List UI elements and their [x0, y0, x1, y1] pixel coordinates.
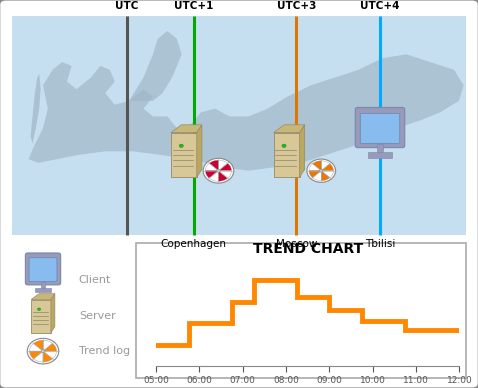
Wedge shape — [33, 340, 43, 351]
Text: UTC+1: UTC+1 — [174, 1, 213, 11]
Text: UTC: UTC — [115, 1, 138, 11]
Text: UTC+3: UTC+3 — [277, 1, 316, 11]
Circle shape — [307, 159, 336, 182]
Circle shape — [319, 169, 323, 172]
Wedge shape — [206, 163, 218, 171]
Circle shape — [179, 144, 184, 147]
Circle shape — [203, 158, 234, 183]
Bar — [35, 288, 51, 292]
Polygon shape — [300, 125, 304, 177]
Wedge shape — [43, 351, 56, 359]
Polygon shape — [29, 54, 464, 171]
Bar — [368, 152, 392, 158]
Wedge shape — [321, 171, 334, 178]
Text: Server: Server — [79, 311, 116, 321]
Wedge shape — [33, 351, 43, 362]
Bar — [12, 16, 466, 235]
Text: Tbilisi: Tbilisi — [365, 239, 395, 249]
Polygon shape — [129, 31, 182, 101]
Bar — [31, 300, 51, 333]
Bar — [136, 242, 466, 378]
Polygon shape — [274, 125, 304, 133]
Wedge shape — [43, 343, 56, 351]
Circle shape — [282, 144, 286, 147]
Circle shape — [41, 350, 45, 353]
Wedge shape — [218, 171, 228, 181]
Bar — [377, 144, 383, 152]
Wedge shape — [206, 171, 218, 178]
Text: UTC+4: UTC+4 — [360, 1, 400, 11]
FancyBboxPatch shape — [25, 253, 61, 285]
Polygon shape — [197, 125, 202, 177]
Text: Copenhagen: Copenhagen — [161, 239, 227, 249]
FancyBboxPatch shape — [29, 258, 57, 281]
Bar — [274, 133, 300, 177]
Wedge shape — [43, 351, 53, 362]
Polygon shape — [31, 74, 41, 144]
Wedge shape — [209, 160, 218, 171]
Wedge shape — [313, 171, 321, 181]
Wedge shape — [321, 161, 330, 171]
Polygon shape — [51, 294, 55, 333]
Wedge shape — [313, 161, 321, 171]
Text: Moscow: Moscow — [276, 239, 317, 249]
Wedge shape — [218, 171, 231, 178]
Polygon shape — [31, 294, 55, 300]
Text: Trend log: Trend log — [79, 346, 130, 356]
Bar — [171, 133, 197, 177]
Text: Client: Client — [79, 275, 111, 285]
Wedge shape — [321, 171, 330, 181]
FancyBboxPatch shape — [355, 107, 405, 147]
Wedge shape — [30, 343, 43, 351]
Wedge shape — [218, 160, 228, 171]
Circle shape — [27, 338, 59, 364]
Circle shape — [217, 169, 220, 172]
Wedge shape — [43, 340, 53, 351]
Title: TREND CHART: TREND CHART — [252, 242, 363, 256]
Wedge shape — [309, 171, 321, 178]
Wedge shape — [218, 163, 231, 171]
Polygon shape — [171, 125, 202, 133]
Wedge shape — [321, 164, 334, 171]
Wedge shape — [30, 351, 43, 359]
Wedge shape — [309, 164, 321, 171]
FancyBboxPatch shape — [360, 113, 400, 144]
Bar — [41, 282, 45, 288]
Wedge shape — [209, 171, 218, 181]
Circle shape — [37, 308, 41, 310]
